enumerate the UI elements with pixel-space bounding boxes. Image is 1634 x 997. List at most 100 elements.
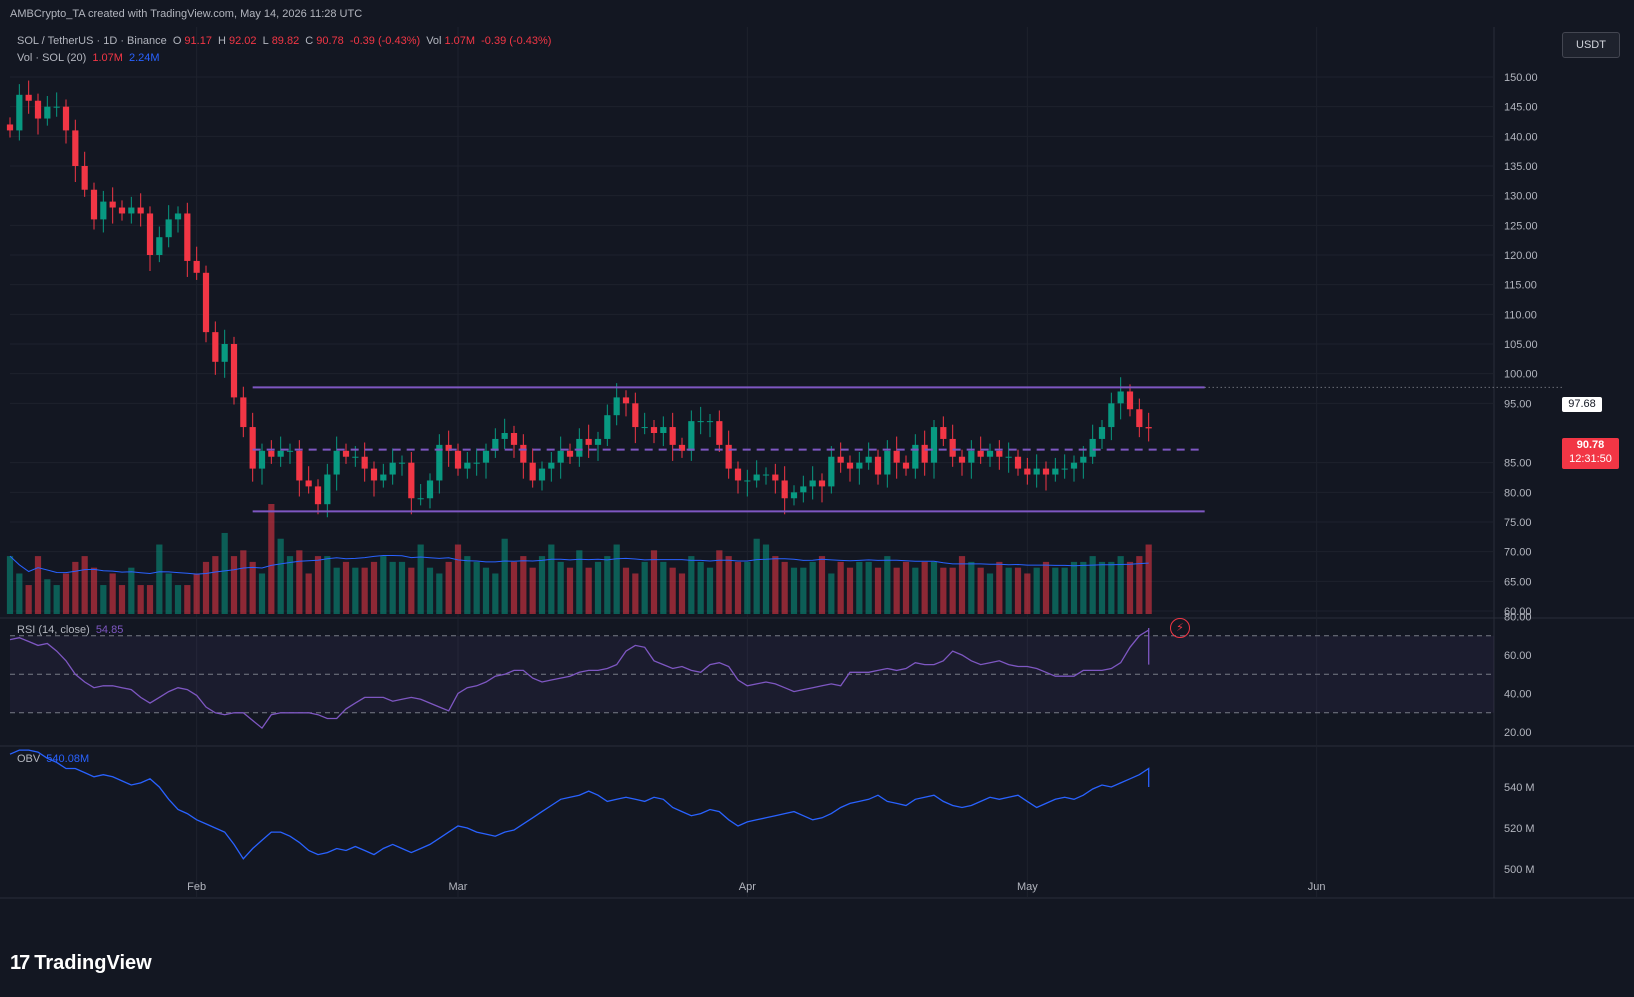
volume-bar: [538, 556, 546, 614]
candle-body: [818, 480, 826, 487]
candle-body: [996, 450, 1003, 457]
candle-body: [1117, 391, 1124, 404]
volume-bar: [930, 561, 938, 614]
candle-body: [613, 397, 620, 416]
legend-vol: 1.07M: [444, 35, 476, 47]
volume-study-label[interactable]: Vol · SOL (20): [17, 52, 87, 64]
candle-body: [90, 189, 98, 220]
candle-body: [1042, 468, 1050, 475]
candle-body: [622, 397, 630, 404]
currency-button[interactable]: USDT: [1562, 32, 1620, 58]
volume-bar: [1117, 556, 1124, 614]
main-legend: SOL / TetherUS · 1D · Binance O 91.17 H 92…: [17, 35, 554, 47]
candle-body: [398, 462, 406, 464]
candle-body: [800, 486, 807, 493]
volume-bar: [324, 556, 331, 614]
candle-body: [977, 450, 984, 457]
volume-bar: [604, 556, 611, 614]
candle-body: [1136, 409, 1143, 428]
lightning-icon[interactable]: ⚡: [1170, 618, 1190, 638]
candle-body: [790, 492, 798, 499]
volume-bar: [594, 561, 602, 614]
volume-bar: [16, 573, 23, 614]
volume-bar: [968, 561, 975, 614]
candle-body: [594, 438, 602, 445]
candle-body: [809, 480, 816, 487]
obv-tick-label: 520 M: [1504, 823, 1535, 835]
candle-body: [156, 237, 163, 255]
candle-body: [1070, 462, 1078, 469]
price-tick-label: 70.00: [1504, 547, 1532, 559]
volume-bar: [1005, 567, 1012, 614]
volume-bar: [557, 561, 564, 614]
volume-bar: [314, 556, 322, 614]
candle-body: [678, 444, 686, 451]
price-tick-label: 80.00: [1504, 487, 1532, 499]
candle-body: [753, 474, 760, 481]
candle-body: [660, 427, 667, 433]
candle-body: [109, 201, 116, 208]
volume-bar: [800, 567, 807, 614]
volume-bar: [1145, 544, 1152, 614]
candle-body: [34, 100, 42, 119]
candle-body: [1005, 456, 1012, 458]
candle-body: [342, 450, 350, 457]
volume-value: 1.07M: [92, 52, 123, 64]
volume-bar: [128, 567, 135, 614]
rsi-study-label[interactable]: RSI (14, close): [17, 624, 90, 636]
candle-body: [72, 130, 79, 166]
volume-bar: [100, 585, 107, 614]
candle-body: [370, 468, 378, 481]
rsi-value: 54.85: [95, 624, 124, 636]
candle-body: [725, 444, 732, 469]
candle-body: [268, 450, 275, 457]
volume-bar: [977, 567, 984, 614]
candle-body: [837, 456, 844, 463]
volume-bar: [1136, 556, 1143, 614]
candle-body: [128, 207, 135, 214]
volume-bar: [762, 544, 770, 614]
volume-bar: [958, 556, 966, 614]
volume-bar: [1024, 573, 1031, 614]
obv-study-label[interactable]: OBV: [17, 753, 41, 765]
candle-body: [585, 438, 592, 445]
legend-vol-change: -0.39 (-0.43%): [481, 35, 552, 47]
tradingview-logo[interactable]: 17 TradingView: [10, 952, 152, 975]
candle-body: [1061, 468, 1068, 470]
volume-bar: [809, 561, 816, 614]
legend-symbol[interactable]: SOL / TetherUS · 1D · Binance: [17, 35, 167, 47]
volume-bar: [725, 556, 732, 614]
candle-body: [781, 480, 788, 499]
volume-bar: [566, 567, 574, 614]
candle-body: [940, 427, 947, 439]
volume-bar: [1070, 561, 1078, 614]
volume-bar: [258, 573, 266, 614]
last-price-tag: 90.78 12:31:50: [1562, 438, 1619, 469]
legend-change: -0.39 (-0.43%): [349, 35, 421, 47]
volume-bar: [286, 556, 294, 614]
credit-text: AMBCrypto_TA created with TradingView.co…: [10, 8, 363, 20]
price-tick-label: 110.00: [1504, 309, 1537, 321]
candle-body: [874, 456, 882, 475]
volume-bar: [1089, 556, 1096, 614]
candle-body: [417, 498, 424, 500]
rsi-tick-label: 80.00: [1504, 612, 1532, 624]
candle-body: [576, 438, 583, 457]
candle-body: [324, 474, 331, 505]
rsi-line: [9, 628, 1150, 730]
candle-body: [492, 438, 499, 451]
candle-body: [212, 332, 219, 362]
rsi-tick-label: 40.00: [1504, 689, 1532, 701]
candle-body: [828, 456, 835, 487]
volume-bar: [1061, 567, 1068, 614]
legend-close: 90.78: [316, 35, 344, 47]
volume-bar: [669, 567, 676, 614]
candle-body: [174, 213, 182, 220]
candle-body: [902, 462, 910, 469]
resistance-price-tag: 97.68: [1562, 397, 1602, 412]
candle-body: [1126, 391, 1134, 410]
volume-bar: [744, 561, 751, 614]
candle-body: [716, 421, 723, 445]
candle-body: [762, 474, 770, 476]
